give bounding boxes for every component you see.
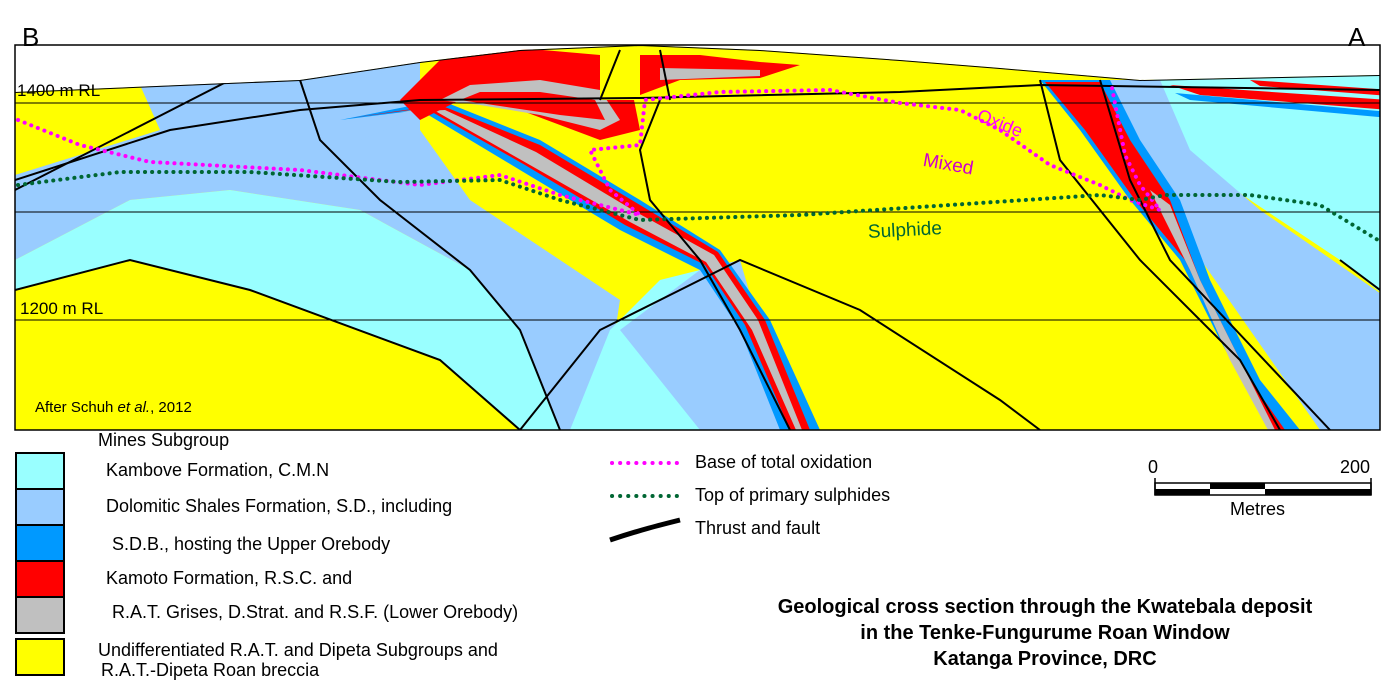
legend-label-undifferentiated-line2: R.A.T.-Dipeta Roan breccia	[101, 660, 320, 680]
orebody-band-right	[1040, 80, 1380, 430]
legend-label-sdb: S.D.B., hosting the Upper Orebody	[112, 534, 391, 554]
zone-label-sulphide: Sulphide	[867, 218, 943, 243]
credit-text: After Schuh et al., 2012	[35, 399, 192, 416]
scale-min: 0	[1148, 457, 1159, 477]
section-end-label-left: B	[22, 22, 40, 52]
legend-swatch-kambove	[15, 452, 65, 490]
legend-label-kamoto: Kamoto Formation, R.S.C. and	[106, 568, 353, 588]
legend-swatch-rat-grises	[15, 596, 65, 634]
legend-swatch-sdb	[15, 524, 65, 562]
credit-prefix: After Schuh	[35, 399, 118, 416]
dolomitic-shales-right	[1100, 80, 1380, 430]
legend-swatch-dolomitic-shales	[15, 488, 65, 526]
title-line-1: Geological cross section through the Kwa…	[777, 596, 1313, 618]
legend-label-fault: Thrust and fault	[695, 518, 821, 538]
undifferentiated-lower-left	[15, 260, 520, 430]
title-line-2: in the Tenke-Fungurume Roan Window	[860, 622, 1230, 644]
title-line-3: Katanga Province, DRC	[933, 648, 1157, 670]
legend-label-undifferentiated-line1: Undifferentiated R.A.T. and Dipeta Subgr…	[98, 640, 498, 660]
scale-bar	[1154, 478, 1372, 496]
legend-label-kambove: Kambove Formation, C.M.N	[106, 460, 330, 480]
kambove-left	[15, 175, 560, 430]
legend-label-rat-grises: R.A.T. Grises, D.Strat. and R.S.F. (Lowe…	[112, 602, 519, 622]
top-of-primary-sulphides-line	[16, 170, 1380, 242]
legend-fault-symbol	[609, 517, 681, 543]
dolomitic-shales-left	[15, 45, 620, 430]
legend-group-heading: Mines Subgroup	[98, 430, 230, 450]
legend-swatch-undifferentiated	[15, 638, 65, 676]
credit-suffix: , 2012	[150, 399, 192, 416]
thrust-and-fault-lines	[15, 45, 1380, 430]
legend-label-undifferentiated: Undifferentiated R.A.T. and Dipeta Subgr…	[98, 640, 498, 680]
legend-swatch-kamoto	[15, 560, 65, 598]
geological-section	[15, 45, 1380, 430]
section-end-label-right: A	[1348, 22, 1366, 52]
legend-label-oxidation: Base of total oxidation	[695, 452, 873, 472]
scale-max: 200	[1340, 457, 1371, 477]
section-frame	[14, 44, 1381, 431]
scale-unit: Metres	[1230, 499, 1286, 519]
legend-label-dolomitic-shales: Dolomitic Shales Formation, S.D., includ…	[106, 496, 453, 516]
diagram-title: Geological cross section through the Kwa…	[700, 594, 1390, 672]
rl-label-1200: 1200 m RL	[20, 299, 104, 318]
kambove-right	[1150, 70, 1380, 300]
credit-italic: et al.	[117, 399, 151, 416]
legend-label-sulphides: Top of primary sulphides	[695, 485, 891, 505]
rl-label-1400: 1400 m RL	[17, 81, 101, 100]
